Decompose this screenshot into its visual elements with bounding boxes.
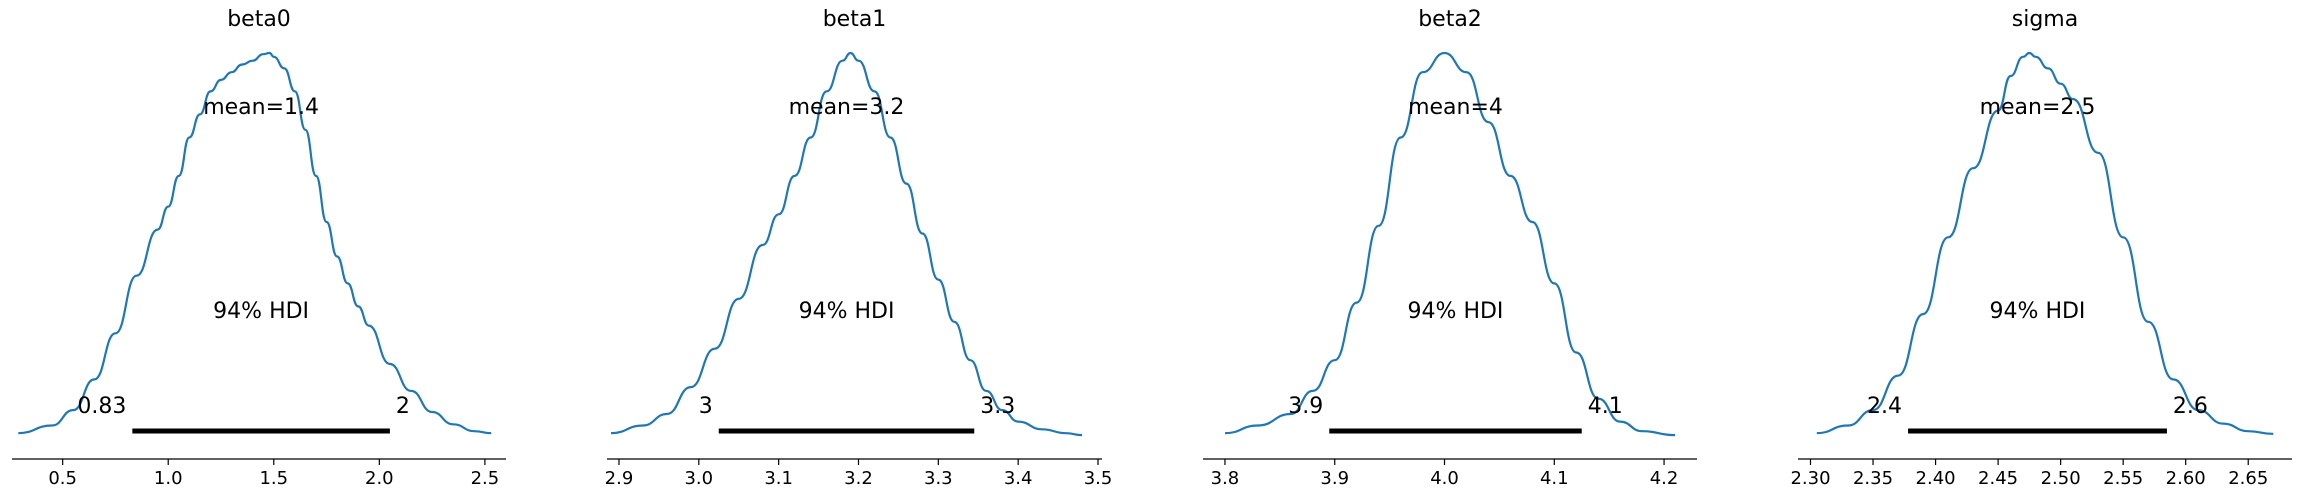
x-tick-label: 3.4 — [1004, 468, 1033, 489]
x-tick-label: 3.9 — [1320, 468, 1349, 489]
x-tick-label: 1.0 — [154, 468, 183, 489]
x-tick-label: 1.5 — [259, 468, 288, 489]
panel-beta1: beta1 mean=3.2 94% HDI 3 3.3 2.9 3.0 3.1 3.2 3.3 3… — [605, 7, 1113, 489]
panel-title: beta1 — [823, 7, 887, 32]
hdi-low-value: 2.4 — [1867, 394, 1902, 419]
panel-sigma: sigma mean=2.5 94% HDI 2.4 2.6 2.30 2.35 2.40 2.… — [1790, 7, 2292, 489]
density-curve — [18, 51, 492, 435]
mean-label: mean=4 — [1408, 95, 1503, 120]
x-tick-label: 2.35 — [1853, 468, 1893, 489]
x-tick-label: 4.0 — [1430, 468, 1459, 489]
panel-title: beta2 — [1418, 7, 1482, 32]
hdi-label: 94% HDI — [1990, 299, 2086, 324]
hdi-high-value: 2.6 — [2173, 394, 2208, 419]
mean-label: mean=3.2 — [789, 95, 905, 120]
x-tick-label: 3.3 — [924, 468, 953, 489]
x-tick-label: 2.55 — [2103, 468, 2143, 489]
x-tick-label: 3.0 — [684, 468, 713, 489]
density-curve — [1224, 51, 1676, 437]
hdi-low-value: 3 — [699, 394, 713, 419]
x-tick-label: 2.9 — [605, 468, 634, 489]
hdi-label: 94% HDI — [1408, 299, 1504, 324]
x-tick-label: 4.1 — [1540, 468, 1569, 489]
x-tick-label: 2.60 — [2166, 468, 2206, 489]
x-tick-label: 2.50 — [2041, 468, 2081, 489]
panel-beta2: beta2 mean=4 94% HDI 3.9 4.1 3.8 3.9 4.0 4.1 4.2 — [1203, 7, 1697, 489]
panel-title: beta0 — [227, 7, 291, 32]
hdi-high-value: 4.1 — [1588, 394, 1623, 419]
hdi-low-value: 0.83 — [77, 394, 126, 419]
hdi-high-value: 3.3 — [980, 394, 1015, 419]
x-tick-label: 2.5 — [471, 468, 500, 489]
x-tick-label: 4.2 — [1650, 468, 1679, 489]
x-tick-label: 3.8 — [1211, 468, 1240, 489]
x-tick-label: 2.0 — [365, 468, 394, 489]
x-tick-label: 2.45 — [1978, 468, 2018, 489]
x-tick-label: 3.1 — [764, 468, 793, 489]
mean-label: mean=2.5 — [1980, 95, 2096, 120]
hdi-low-value: 3.9 — [1288, 394, 1323, 419]
hdi-label: 94% HDI — [799, 299, 895, 324]
hdi-label: 94% HDI — [213, 299, 309, 324]
x-tick-label: 2.65 — [2228, 468, 2268, 489]
mean-label: mean=1.4 — [203, 95, 319, 120]
density-curve — [610, 51, 1083, 437]
density-curve — [1816, 51, 2274, 435]
panel-title: sigma — [2012, 7, 2078, 32]
x-tick-label: 0.5 — [48, 468, 77, 489]
x-tick-label: 3.5 — [1084, 468, 1113, 489]
panel-beta0: beta0 mean=1.4 94% HDI 0.83 2 0.5 1.0 1.5 2.0 2.5 — [12, 7, 506, 489]
x-tick-label: 3.2 — [844, 468, 873, 489]
hdi-high-value: 2 — [396, 394, 410, 419]
x-tick-label: 2.40 — [1916, 468, 1956, 489]
x-tick-label: 2.30 — [1790, 468, 1830, 489]
